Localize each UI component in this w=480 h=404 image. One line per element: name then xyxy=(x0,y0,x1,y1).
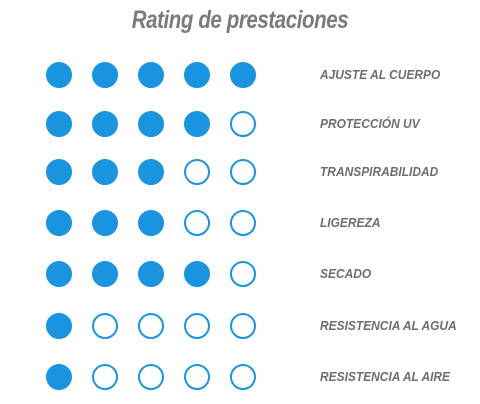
rating-row: PROTECCIÓN UV xyxy=(0,111,480,139)
rating-label: TRANSPIRABILIDAD xyxy=(320,164,439,179)
rating-row: RESISTENCIA AL AIRE xyxy=(0,364,480,392)
rating-dot-filled xyxy=(138,62,164,88)
rating-dot-filled xyxy=(92,210,118,236)
rating-label: PROTECCIÓN UV xyxy=(320,116,420,131)
rating-dot-empty xyxy=(138,313,164,339)
rating-dot-filled xyxy=(184,62,210,88)
rating-row: TRANSPIRABILIDAD xyxy=(0,159,480,187)
rating-row: RESISTENCIA AL AGUA xyxy=(0,313,480,341)
rating-dot-filled xyxy=(184,111,210,137)
rating-dots xyxy=(46,159,276,187)
rating-dot-empty xyxy=(92,364,118,390)
rating-dot-empty xyxy=(138,364,164,390)
rating-dot-filled xyxy=(92,159,118,185)
rating-label: RESISTENCIA AL AGUA xyxy=(320,318,457,333)
rating-dot-filled xyxy=(92,261,118,287)
rating-dot-filled xyxy=(46,364,72,390)
rating-dot-filled xyxy=(138,210,164,236)
rating-dot-filled xyxy=(46,111,72,137)
rating-label: SECADO xyxy=(320,266,372,281)
rating-dot-empty xyxy=(230,210,256,236)
rating-dot-empty xyxy=(230,261,256,287)
rating-dot-empty xyxy=(230,313,256,339)
rating-dot-empty xyxy=(230,159,256,185)
rating-label: LIGEREZA xyxy=(320,215,381,230)
rating-dots xyxy=(46,364,276,392)
rating-dots xyxy=(46,313,276,341)
rating-dot-filled xyxy=(230,62,256,88)
rating-dot-empty xyxy=(230,364,256,390)
rating-dot-empty xyxy=(184,210,210,236)
rating-dot-empty xyxy=(184,313,210,339)
rating-dot-filled xyxy=(138,111,164,137)
rating-dot-empty xyxy=(184,364,210,390)
rating-row: LIGEREZA xyxy=(0,210,480,238)
rating-dot-filled xyxy=(184,261,210,287)
rating-dot-filled xyxy=(46,159,72,185)
rating-row: AJUSTE AL CUERPO xyxy=(0,62,480,90)
rating-label: RESISTENCIA AL AIRE xyxy=(320,369,451,384)
rating-dot-filled xyxy=(92,111,118,137)
rating-dot-filled xyxy=(92,62,118,88)
rating-label: AJUSTE AL CUERPO xyxy=(320,67,441,82)
rating-row: SECADO xyxy=(0,261,480,289)
rating-dot-filled xyxy=(46,261,72,287)
rating-dot-filled xyxy=(46,62,72,88)
rating-dot-filled xyxy=(46,313,72,339)
rating-dot-empty xyxy=(184,159,210,185)
rating-dot-filled xyxy=(138,159,164,185)
rating-dots xyxy=(46,261,276,289)
rating-dots xyxy=(46,111,276,139)
rating-dots xyxy=(46,210,276,238)
rating-dot-empty xyxy=(92,313,118,339)
rating-dot-filled xyxy=(46,210,72,236)
page-title: Rating de prestaciones xyxy=(131,6,349,34)
rating-dot-filled xyxy=(138,261,164,287)
rating-dots xyxy=(46,62,276,90)
rating-dot-empty xyxy=(230,111,256,137)
